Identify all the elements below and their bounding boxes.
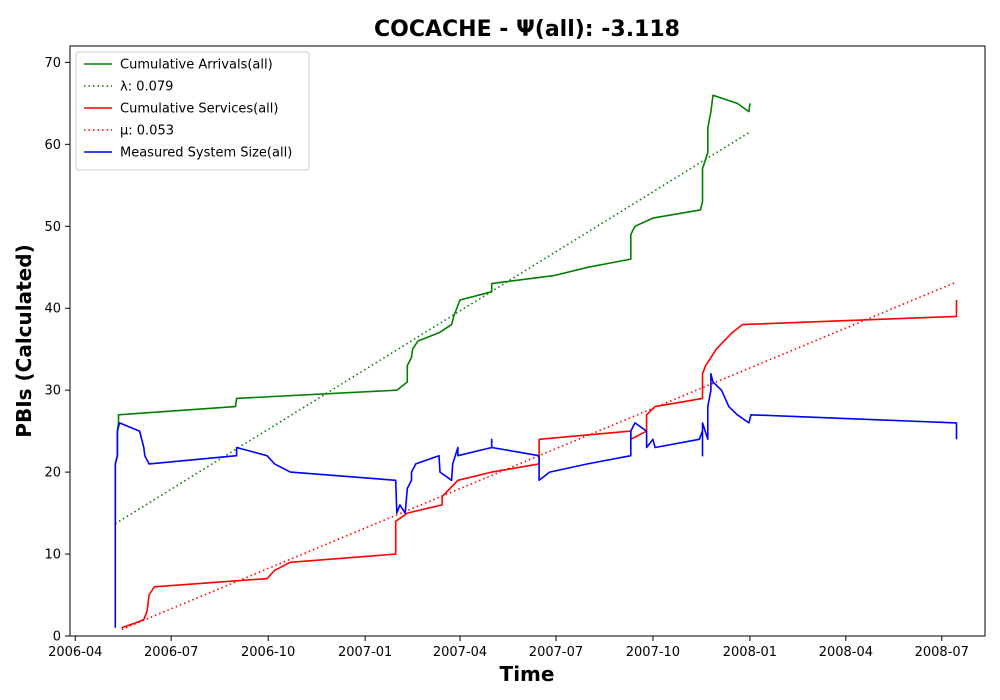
y-tick-label: 20 — [44, 466, 61, 481]
y-axis-ticks: 0 10 20 30 40 50 60 70 — [44, 56, 70, 645]
series-line-fit- — [114, 131, 751, 525]
x-tick-label: 2006-04 — [48, 645, 102, 660]
legend-box — [75, 51, 310, 171]
y-tick-label: 40 — [44, 302, 61, 317]
y-tick-label: 10 — [44, 548, 61, 563]
x-tick-label: 2007-04 — [433, 645, 487, 660]
x-tick-label: 2006-07 — [144, 645, 198, 660]
series-line-cumulative-arrivals-all — [114, 94, 751, 522]
series-line-measured-system-size-all — [114, 372, 958, 628]
y-tick-label: 70 — [44, 56, 61, 71]
chart-title: COCACHE - Ψ(all): -3.118 — [374, 17, 680, 42]
legend-label: λ: 0.079 — [120, 80, 173, 95]
y-tick-label: 60 — [44, 138, 61, 153]
x-axis-ticks: 2006-04 2006-07 2006-10 2007-01 2007-04 2007-… — [48, 636, 969, 660]
y-axis-label: PBIs (Calculated) — [12, 244, 36, 437]
legend-label: Cumulative Arrivals(all) — [120, 58, 273, 73]
plot-frame — [69, 45, 986, 637]
x-axis-label: Time — [500, 662, 555, 686]
series-line-cumulative-services-all — [121, 300, 958, 629]
legend-label: Cumulative Services(all) — [120, 102, 278, 117]
y-tick-label: 0 — [53, 630, 61, 645]
plot-area — [69, 45, 986, 637]
y-tick-label: 30 — [44, 384, 61, 399]
legend-label: μ: 0.053 — [120, 124, 174, 139]
x-tick-label: 2007-01 — [338, 645, 392, 660]
y-tick-label: 50 — [44, 220, 61, 235]
x-tick-label: 2006-10 — [241, 645, 295, 660]
x-tick-label: 2007-10 — [626, 645, 680, 660]
x-tick-label: 2007-07 — [529, 645, 583, 660]
legend: Cumulative Arrivals(all) λ: 0.079 Cumulati… — [75, 51, 310, 171]
legend-label: Measured System Size(all) — [120, 146, 292, 161]
x-tick-label: 2008-01 — [723, 645, 777, 660]
x-tick-label: 2008-07 — [915, 645, 969, 660]
x-tick-label: 2008-04 — [819, 645, 873, 660]
